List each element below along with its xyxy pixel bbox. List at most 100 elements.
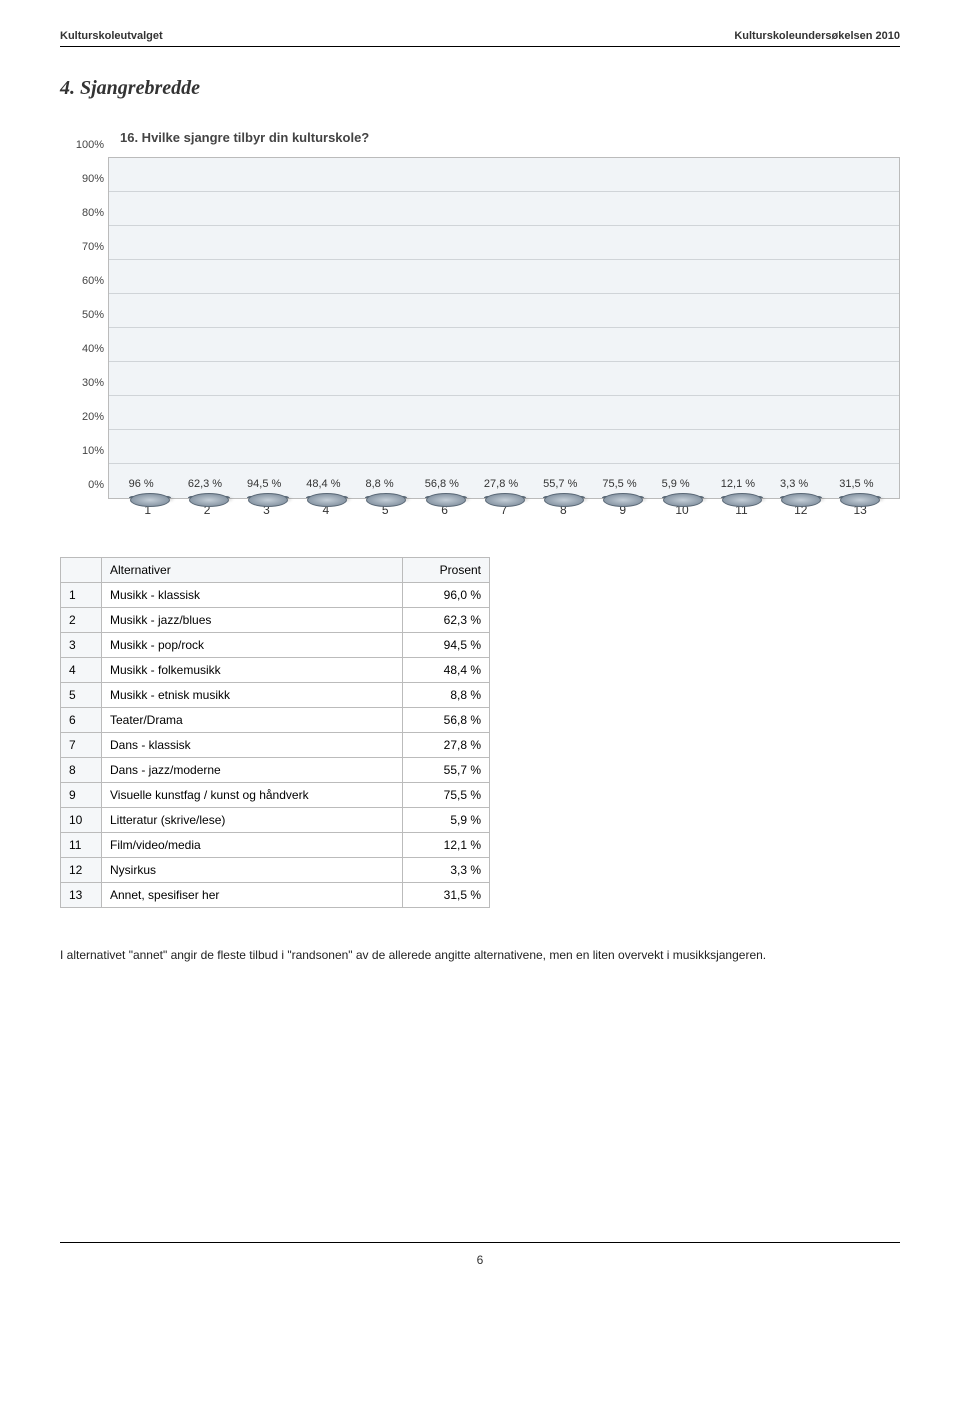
table-row: 5Musikk - etnisk musikk8,8 % xyxy=(61,683,490,708)
y-tick-label: 80% xyxy=(82,207,104,219)
row-pct: 94,5 % xyxy=(403,633,490,658)
bar-value-label: 8,8 % xyxy=(365,478,393,490)
header-right: Kulturskoleundersøkelsen 2010 xyxy=(734,30,900,42)
row-label: Musikk - pop/rock xyxy=(102,633,403,658)
genre-table: Alternativer Prosent 1Musikk - klassisk9… xyxy=(60,557,490,908)
y-axis: 0%10%20%30%40%50%60%70%80%90%100% xyxy=(60,157,108,497)
bar xyxy=(780,496,822,498)
bar-value-label: 56,8 % xyxy=(425,478,459,490)
genre-chart: 16. Hvilke sjangre tilbyr din kulturskol… xyxy=(60,130,900,517)
bar-slot: 56,8 % xyxy=(425,496,465,498)
bar-slot: 8,8 % xyxy=(365,496,405,498)
row-pct: 56,8 % xyxy=(403,708,490,733)
bar-slot: 48,4 % xyxy=(306,496,346,498)
x-axis: 12345678910111213 xyxy=(60,497,900,517)
table-row: 8Dans - jazz/moderne55,7 % xyxy=(61,758,490,783)
table-row: 1Musikk - klassisk96,0 % xyxy=(61,583,490,608)
page-number: 6 xyxy=(60,1242,900,1267)
row-label: Visuelle kunstfag / kunst og håndverk xyxy=(102,783,403,808)
grid-line xyxy=(109,293,899,294)
row-number: 3 xyxy=(61,633,102,658)
bar xyxy=(188,496,230,498)
table-head-blank xyxy=(61,558,102,583)
table-row: 2Musikk - jazz/blues62,3 % xyxy=(61,608,490,633)
row-number: 9 xyxy=(61,783,102,808)
row-pct: 75,5 % xyxy=(403,783,490,808)
table-row: 7Dans - klassisk27,8 % xyxy=(61,733,490,758)
table-head-alt: Alternativer xyxy=(102,558,403,583)
chart-plot: 96 %62,3 %94,5 %48,4 %8,8 %56,8 %27,8 %5… xyxy=(108,157,900,499)
row-label: Teater/Drama xyxy=(102,708,403,733)
bar-value-label: 62,3 % xyxy=(188,478,222,490)
bar xyxy=(425,496,467,498)
bar xyxy=(484,496,526,498)
grid-line xyxy=(109,463,899,464)
row-pct: 48,4 % xyxy=(403,658,490,683)
bar xyxy=(662,496,704,498)
header-divider xyxy=(60,46,900,47)
row-label: Annet, spesifiser her xyxy=(102,883,403,908)
row-number: 2 xyxy=(61,608,102,633)
row-label: Dans - jazz/moderne xyxy=(102,758,403,783)
table-head-pct: Prosent xyxy=(403,558,490,583)
row-pct: 8,8 % xyxy=(403,683,490,708)
bar xyxy=(543,496,585,498)
bar-slot: 3,3 % xyxy=(780,496,820,498)
row-pct: 96,0 % xyxy=(403,583,490,608)
grid-line xyxy=(109,191,899,192)
row-number: 4 xyxy=(61,658,102,683)
row-number: 13 xyxy=(61,883,102,908)
table-row: 11Film/video/media12,1 % xyxy=(61,833,490,858)
table-row: 3Musikk - pop/rock94,5 % xyxy=(61,633,490,658)
y-tick-label: 100% xyxy=(76,139,104,151)
grid-line xyxy=(109,395,899,396)
bar-slot: 12,1 % xyxy=(721,496,761,498)
row-number: 11 xyxy=(61,833,102,858)
bar xyxy=(365,496,407,498)
bar-slot: 31,5 % xyxy=(839,496,879,498)
bar-slot: 62,3 % xyxy=(188,496,228,498)
row-pct: 55,7 % xyxy=(403,758,490,783)
bar-slot: 55,7 % xyxy=(543,496,583,498)
y-tick-label: 40% xyxy=(82,343,104,355)
grid-line xyxy=(109,429,899,430)
row-number: 8 xyxy=(61,758,102,783)
row-label: Litteratur (skrive/lese) xyxy=(102,808,403,833)
grid-line xyxy=(109,327,899,328)
row-label: Musikk - klassisk xyxy=(102,583,403,608)
table-row: 9Visuelle kunstfag / kunst og håndverk75… xyxy=(61,783,490,808)
row-pct: 5,9 % xyxy=(403,808,490,833)
bar xyxy=(306,496,348,498)
grid-line xyxy=(109,259,899,260)
row-label: Musikk - folkemusikk xyxy=(102,658,403,683)
row-pct: 3,3 % xyxy=(403,858,490,883)
section-title: 4. Sjangrebredde xyxy=(60,77,900,100)
row-label: Nysirkus xyxy=(102,858,403,883)
y-tick-label: 50% xyxy=(82,309,104,321)
y-tick-label: 0% xyxy=(88,479,104,491)
bar xyxy=(129,496,171,498)
row-pct: 27,8 % xyxy=(403,733,490,758)
bar-value-label: 48,4 % xyxy=(306,478,340,490)
grid-line xyxy=(109,225,899,226)
footnote: I alternativet "annet" angir de fleste t… xyxy=(60,948,900,962)
bar-value-label: 3,3 % xyxy=(780,478,808,490)
bar xyxy=(721,496,763,498)
bar xyxy=(602,496,644,498)
row-number: 10 xyxy=(61,808,102,833)
bar xyxy=(839,496,881,498)
bar-value-label: 55,7 % xyxy=(543,478,577,490)
table-row: 6Teater/Drama56,8 % xyxy=(61,708,490,733)
row-number: 5 xyxy=(61,683,102,708)
grid-line xyxy=(109,361,899,362)
table-row: 13Annet, spesifiser her31,5 % xyxy=(61,883,490,908)
table-row: 4Musikk - folkemusikk48,4 % xyxy=(61,658,490,683)
bar-value-label: 12,1 % xyxy=(721,478,755,490)
bar-value-label: 75,5 % xyxy=(602,478,636,490)
y-tick-label: 70% xyxy=(82,241,104,253)
table-row: 10Litteratur (skrive/lese)5,9 % xyxy=(61,808,490,833)
table-row: 12Nysirkus3,3 % xyxy=(61,858,490,883)
row-number: 6 xyxy=(61,708,102,733)
bar-value-label: 94,5 % xyxy=(247,478,281,490)
y-tick-label: 30% xyxy=(82,377,104,389)
